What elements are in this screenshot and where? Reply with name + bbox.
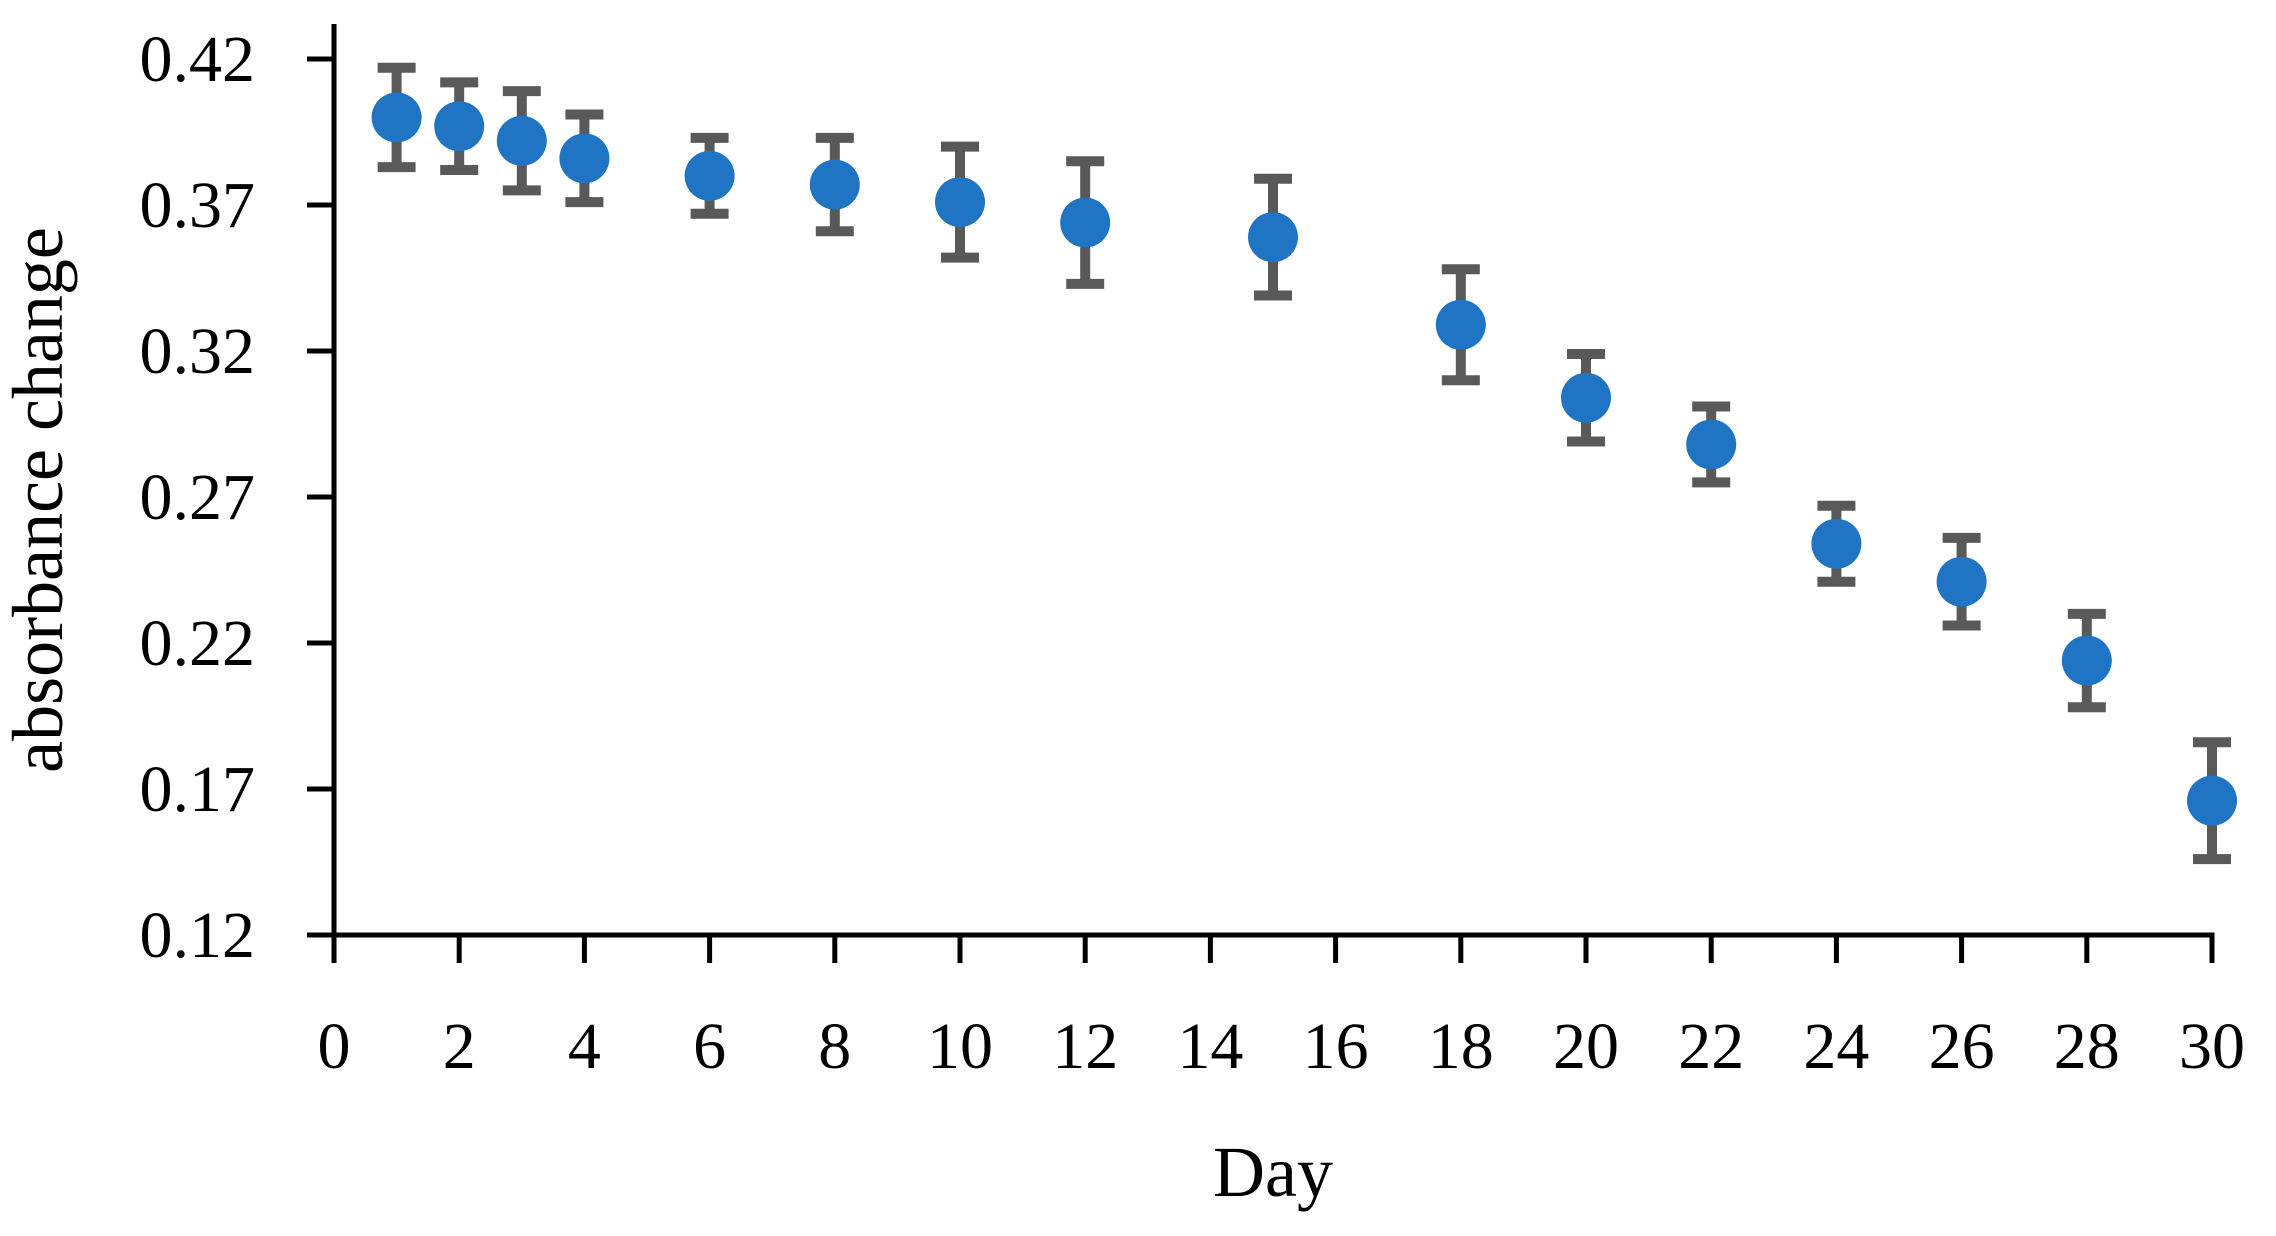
y-axis-title: absorbance change bbox=[0, 227, 78, 773]
x-tick-label: 6 bbox=[693, 1010, 726, 1083]
x-tick-label: 14 bbox=[1177, 1010, 1243, 1083]
data-point-marker bbox=[935, 177, 985, 228]
data-point-marker bbox=[1561, 372, 1611, 423]
data-point-marker bbox=[684, 150, 735, 201]
x-tick-label: 8 bbox=[818, 1010, 851, 1083]
x-tick-label: 4 bbox=[568, 1010, 601, 1083]
x-tick-label: 2 bbox=[443, 1010, 476, 1083]
data-point-marker bbox=[1936, 556, 1987, 607]
data-point-marker bbox=[1060, 197, 1111, 248]
x-tick-label: 22 bbox=[1678, 1010, 1744, 1083]
data-point-marker bbox=[2187, 775, 2237, 826]
x-tick-label: 10 bbox=[927, 1010, 993, 1083]
data-point-marker bbox=[1686, 419, 1737, 470]
x-axis-title: Day bbox=[1213, 1132, 1333, 1212]
x-tick-label: 18 bbox=[1428, 1010, 1494, 1083]
x-tick-label: 16 bbox=[1303, 1010, 1369, 1083]
data-point-marker bbox=[809, 159, 860, 210]
x-tick-label: 26 bbox=[1929, 1010, 1995, 1083]
data-point-marker bbox=[434, 101, 485, 152]
data-point-marker bbox=[371, 92, 422, 143]
y-tick-label: 0.32 bbox=[140, 315, 256, 388]
x-tick-label: 12 bbox=[1052, 1010, 1118, 1083]
data-point-marker bbox=[559, 133, 610, 184]
x-tick-label: 28 bbox=[2054, 1010, 2120, 1083]
x-tick-label: 24 bbox=[1803, 1010, 1869, 1083]
y-tick-label: 0.27 bbox=[140, 461, 256, 534]
x-tick-label: 30 bbox=[2179, 1010, 2245, 1083]
data-point-marker bbox=[1811, 518, 1862, 569]
axis-lines bbox=[331, 24, 2215, 938]
data-point-marker bbox=[1435, 299, 1486, 350]
y-tick-label: 0.42 bbox=[140, 23, 256, 96]
data-point-marker bbox=[1248, 212, 1298, 263]
y-tick-label: 0.37 bbox=[140, 169, 256, 242]
x-tick-label: 0 bbox=[318, 1010, 351, 1083]
y-tick-label: 0.22 bbox=[140, 607, 256, 680]
data-point-marker bbox=[2061, 635, 2112, 686]
data-point-marker bbox=[496, 115, 547, 166]
x-tick-label: 20 bbox=[1553, 1010, 1619, 1083]
y-tick-label: 0.12 bbox=[140, 899, 256, 972]
y-tick-label: 0.17 bbox=[140, 753, 256, 826]
